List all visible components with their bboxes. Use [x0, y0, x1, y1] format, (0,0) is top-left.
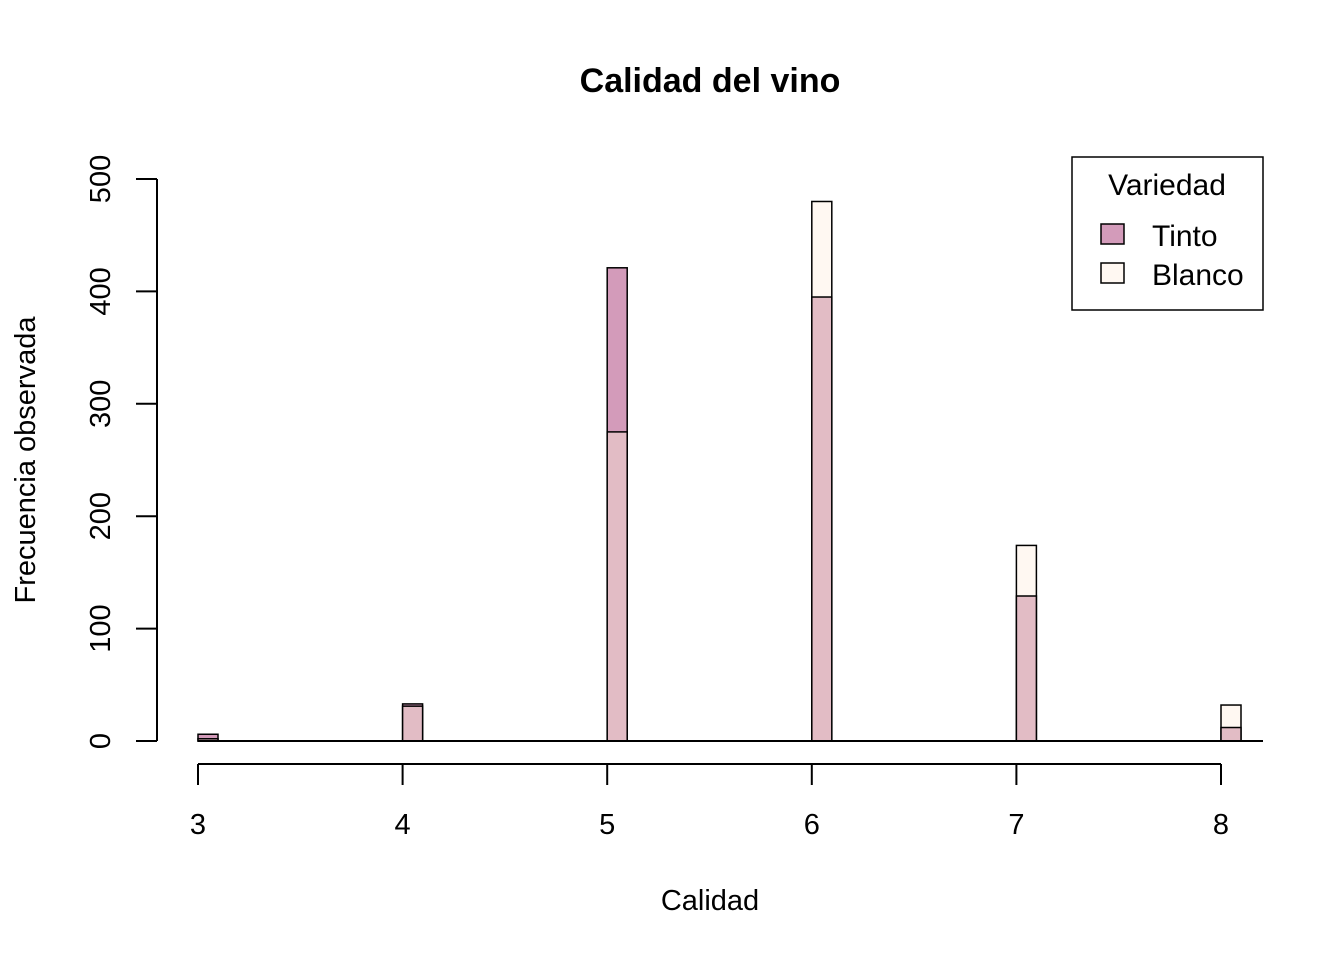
bars-group [197, 200, 1242, 742]
bar-overlap-8 [1220, 726, 1242, 742]
x-tick-label-4: 4 [395, 809, 411, 841]
y-tick-label-200: 200 [85, 492, 117, 540]
y-axis-label: Frecuencia observada [10, 316, 42, 604]
chart-title: Calidad del vino [580, 62, 841, 100]
legend-title: Variedad [1108, 169, 1226, 202]
x-axis-label: Calidad [661, 885, 759, 917]
bar-overlap-4 [401, 705, 424, 742]
legend-label-blanco: Blanco [1152, 259, 1244, 292]
x-tick-label-5: 5 [599, 809, 615, 841]
y-axis: 0 100 200 300 400 500 [85, 155, 158, 749]
x-tick-label-7: 7 [1008, 809, 1024, 841]
y-tick-label-500: 500 [85, 155, 117, 203]
bar-overlap-7 [1015, 595, 1038, 742]
legend-swatch-blanco [1100, 262, 1125, 284]
legend: Variedad Tinto Blanco [1071, 156, 1264, 311]
y-tick-label-400: 400 [85, 267, 117, 315]
y-tick-label-100: 100 [85, 604, 117, 652]
y-tick-label-300: 300 [85, 380, 117, 428]
x-axis: 3 4 5 6 7 8 [190, 763, 1229, 841]
x-tick-label-8: 8 [1213, 809, 1229, 841]
legend-swatch-tinto [1100, 223, 1125, 245]
y-tick-label-0: 0 [85, 733, 117, 749]
bar-overlap-5 [606, 431, 628, 742]
bar-overlap-6 [811, 296, 833, 742]
legend-label-tinto: Tinto [1152, 220, 1218, 253]
x-tick-label-6: 6 [804, 809, 820, 841]
x-tick-label-3: 3 [190, 809, 206, 841]
